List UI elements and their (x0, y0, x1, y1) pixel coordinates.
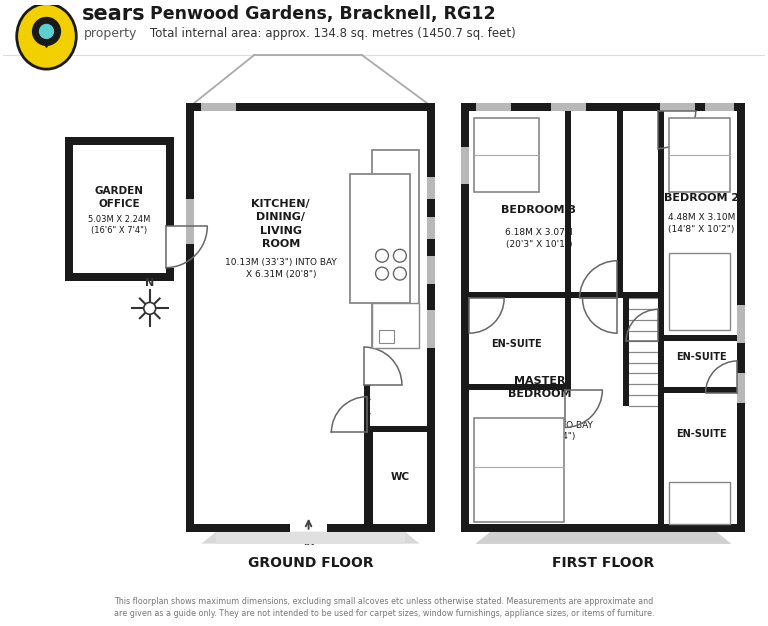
Text: 4.48M X 3.10M
(14'8" X 10'2"): 4.48M X 3.10M (14'8" X 10'2") (668, 213, 735, 234)
Bar (475, 118, 539, 192)
Bar (462, 103, 469, 531)
Text: 3.89M (12'9") INTO BAY
X 3.46M (11'4"): 3.89M (12'9") INTO BAY X 3.46M (11'4") (487, 421, 593, 441)
Text: sears: sears (82, 4, 146, 24)
Polygon shape (39, 36, 54, 48)
Text: EN-SUITE: EN-SUITE (677, 352, 727, 362)
Bar (462, 146, 469, 184)
Bar (669, 118, 730, 192)
Text: are given as a guide only. They are not intended to be used for carpet sizes, wi: are given as a guide only. They are not … (114, 609, 654, 618)
Bar (617, 103, 623, 299)
Bar (664, 387, 737, 393)
Bar (664, 335, 737, 341)
Bar (737, 373, 745, 403)
Bar (462, 103, 745, 111)
Bar (367, 426, 427, 433)
Bar (327, 524, 435, 531)
Bar (65, 136, 174, 145)
Bar (201, 103, 236, 111)
Bar (372, 304, 419, 348)
Bar (669, 253, 730, 330)
Text: EN-SUITE: EN-SUITE (491, 339, 541, 349)
Polygon shape (476, 531, 730, 543)
Bar (564, 103, 571, 390)
Bar (166, 136, 174, 280)
Bar (475, 418, 564, 522)
Circle shape (39, 24, 54, 38)
Bar (427, 256, 435, 284)
Bar (469, 384, 564, 390)
Text: WC: WC (390, 472, 409, 482)
Text: N: N (145, 279, 154, 289)
Ellipse shape (17, 4, 76, 69)
Bar (660, 103, 695, 111)
Text: MASTER
BEDROOM: MASTER BEDROOM (508, 376, 571, 399)
Bar (187, 199, 194, 244)
Text: Total internal area: approx. 134.8 sq. metres (1450.7 sq. feet): Total internal area: approx. 134.8 sq. m… (150, 28, 515, 40)
Text: IN: IN (303, 536, 314, 546)
Circle shape (393, 249, 406, 262)
Text: GARDEN
OFFICE: GARDEN OFFICE (94, 185, 144, 209)
Bar (737, 305, 745, 343)
Bar (350, 175, 410, 304)
Circle shape (376, 249, 389, 262)
Text: Penwood Gardens, Bracknell, RG12: Penwood Gardens, Bracknell, RG12 (150, 6, 495, 23)
Bar (427, 217, 435, 239)
Bar (187, 524, 290, 531)
Text: This floorplan shows maximum dimensions, excluding small alcoves etc unless othe: This floorplan shows maximum dimensions,… (114, 597, 654, 606)
Bar (367, 433, 373, 531)
Text: 5.03M X 2.24M
(16'6" X 7'4"): 5.03M X 2.24M (16'6" X 7'4") (88, 215, 151, 235)
Bar (379, 330, 394, 343)
Bar (469, 292, 658, 299)
Polygon shape (476, 531, 730, 543)
Circle shape (144, 302, 156, 314)
Bar (372, 150, 419, 348)
Bar (551, 103, 585, 111)
Bar (65, 136, 73, 280)
Bar (462, 524, 745, 531)
Text: property: property (84, 28, 137, 40)
Bar (476, 103, 511, 111)
Bar (427, 177, 435, 199)
Text: 10.13M (33'3") INTO BAY
X 6.31M (20'8"): 10.13M (33'3") INTO BAY X 6.31M (20'8") (225, 259, 336, 279)
Polygon shape (201, 531, 420, 543)
Bar (427, 103, 435, 531)
Text: GROUND FLOOR: GROUND FLOOR (248, 555, 373, 570)
Bar (669, 482, 730, 524)
Text: BEDROOM 2: BEDROOM 2 (664, 193, 740, 203)
Bar (704, 103, 734, 111)
Bar (187, 103, 194, 531)
Bar (217, 531, 405, 543)
Bar (737, 103, 745, 531)
Circle shape (32, 18, 61, 45)
Circle shape (376, 267, 389, 280)
Circle shape (393, 267, 406, 280)
Bar (65, 272, 174, 280)
Text: BEDROOM 3: BEDROOM 3 (502, 205, 576, 215)
Bar (187, 103, 435, 111)
Bar (427, 310, 435, 348)
Text: FIRST FLOOR: FIRST FLOOR (552, 555, 654, 570)
Bar (166, 226, 174, 268)
Text: KITCHEN/
DINING/
LIVING
ROOM: KITCHEN/ DINING/ LIVING ROOM (251, 198, 310, 249)
Bar (623, 299, 629, 406)
Bar (364, 385, 370, 531)
Text: EN-SUITE: EN-SUITE (677, 429, 727, 439)
Bar (658, 103, 664, 531)
Text: 6.18M X 3.07M
(20'3" X 10'1"): 6.18M X 3.07M (20'3" X 10'1") (505, 228, 573, 249)
